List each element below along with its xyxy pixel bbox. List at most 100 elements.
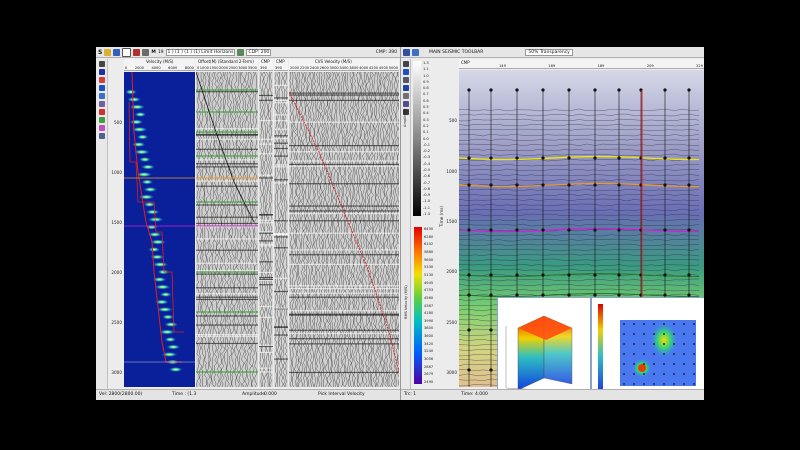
velocity-pick-node[interactable] <box>467 273 471 277</box>
velocity-pick-node[interactable] <box>489 88 493 92</box>
velocity-pick-node[interactable] <box>515 228 519 232</box>
velocity-pick-node[interactable] <box>687 183 691 187</box>
velocity-pick-node[interactable] <box>489 183 493 187</box>
velocity-pick-node[interactable] <box>515 156 519 160</box>
ruler-icon[interactable] <box>402 101 409 107</box>
velocity-pick-node[interactable] <box>541 156 545 160</box>
velocity-pick-node[interactable] <box>567 183 571 187</box>
velocity-pick-node[interactable] <box>687 228 691 232</box>
toolbar-19[interactable]: 19 <box>157 49 164 55</box>
grid-icon[interactable] <box>403 48 410 56</box>
velocity-pick-node[interactable] <box>567 156 571 160</box>
velocity-pick-node[interactable] <box>593 273 597 277</box>
pan-icon[interactable] <box>98 93 105 99</box>
cmp-field[interactable]: CMP: 390 <box>375 49 397 55</box>
transparency-select[interactable]: 50% Transparency <box>525 48 573 56</box>
velocity-pick-node[interactable] <box>617 156 621 160</box>
pan-icon[interactable] <box>402 77 409 83</box>
zoom-in-icon[interactable] <box>98 77 105 83</box>
layers-icon[interactable] <box>98 133 105 139</box>
grid-icon[interactable] <box>142 48 150 56</box>
semblance-plot[interactable] <box>124 72 195 387</box>
velocity-pick-node[interactable] <box>593 183 597 187</box>
velocity-pick-node[interactable] <box>541 183 545 187</box>
velocity-pick-node[interactable] <box>489 368 493 372</box>
cmp-strip-1[interactable] <box>259 72 273 387</box>
velocity-pick-node[interactable] <box>515 88 519 92</box>
settings-icon[interactable] <box>237 48 245 56</box>
velocity-pick-node[interactable] <box>593 156 597 160</box>
toolbar-m[interactable]: M <box>151 49 156 55</box>
velocity-pick-node[interactable] <box>567 293 571 297</box>
save-icon[interactable] <box>104 48 112 56</box>
info-icon[interactable] <box>402 109 409 115</box>
cvs-panel[interactable] <box>289 72 399 387</box>
velocity-pick-node[interactable] <box>541 228 545 232</box>
cmp-gather[interactable] <box>196 72 258 387</box>
trace-wiggle <box>364 72 368 387</box>
velocity-pick-node[interactable] <box>687 88 691 92</box>
velocity-pick-node[interactable] <box>617 228 621 232</box>
velocity-pick-node[interactable] <box>593 293 597 297</box>
pointer-icon[interactable] <box>98 61 105 67</box>
velocity-pick-node[interactable] <box>467 88 471 92</box>
velocity-pick-node[interactable] <box>663 293 667 297</box>
measure-icon[interactable] <box>402 93 409 99</box>
velocity-pick-node[interactable] <box>567 228 571 232</box>
velocity-pick-node[interactable] <box>541 293 545 297</box>
cdp-field[interactable]: CDP: 200 <box>246 48 272 56</box>
velocity-map-inset[interactable] <box>591 297 704 399</box>
velocity-pick-node[interactable] <box>541 273 545 277</box>
velocity-pick-node[interactable] <box>567 273 571 277</box>
velocity-pick-node[interactable] <box>567 88 571 92</box>
pick-icon[interactable] <box>402 85 409 91</box>
velocity-pick-node[interactable] <box>663 156 667 160</box>
velocity-pick-node[interactable] <box>467 328 471 332</box>
velocity-pick-node[interactable] <box>489 273 493 277</box>
zoom-out-icon[interactable] <box>98 85 105 91</box>
velocity-pick-node[interactable] <box>467 368 471 372</box>
map-grid-point <box>693 363 695 365</box>
velocity-pick-node[interactable] <box>541 88 545 92</box>
velocity-pick-node[interactable] <box>489 293 493 297</box>
velocity-pick-node[interactable] <box>687 273 691 277</box>
velocity-pick-node[interactable] <box>617 273 621 277</box>
velocity-pick-node[interactable] <box>687 293 691 297</box>
pick-icon[interactable] <box>98 101 105 107</box>
cmp-strip-2[interactable] <box>274 72 288 387</box>
velocity-pick-node[interactable] <box>467 293 471 297</box>
vi-icon[interactable] <box>98 69 105 75</box>
save-icon[interactable] <box>412 48 419 56</box>
velocity-pick-node[interactable] <box>515 273 519 277</box>
zoom-icon[interactable] <box>122 47 132 57</box>
velocity-pick-node[interactable] <box>467 183 471 187</box>
zoom-icon[interactable] <box>402 69 409 75</box>
velocity-pick-node[interactable] <box>467 156 471 160</box>
velocity-cube-inset[interactable] <box>497 297 591 399</box>
velocity-pick-node[interactable] <box>663 273 667 277</box>
velocity-pick-node[interactable] <box>515 183 519 187</box>
velocity-pick-node[interactable] <box>515 293 519 297</box>
curve-icon[interactable] <box>98 109 105 115</box>
velocity-pick-node[interactable] <box>593 88 597 92</box>
trace-wiggle <box>386 72 390 387</box>
velocity-pick-node[interactable] <box>467 228 471 232</box>
select-icon[interactable] <box>402 61 409 67</box>
velocity-pick-node[interactable] <box>489 156 493 160</box>
velocity-pick-node[interactable] <box>617 293 621 297</box>
velocity-pick-node[interactable] <box>663 88 667 92</box>
velocity-pick-node[interactable] <box>617 183 621 187</box>
color-icon[interactable] <box>98 125 105 131</box>
velocity-pick-node[interactable] <box>663 228 667 232</box>
velocity-pick-node[interactable] <box>617 88 621 92</box>
velocity-pick-node[interactable] <box>663 183 667 187</box>
horizon-limit-field[interactable]: 1 ) (1 ) (1 ) (1) Limit Horizons <box>165 48 236 56</box>
eraser-icon[interactable] <box>98 117 105 123</box>
open-icon[interactable] <box>113 48 121 56</box>
velocity-pick-node[interactable] <box>489 328 493 332</box>
velocity-pick-node[interactable] <box>489 228 493 232</box>
toolbar-s[interactable]: S <box>98 48 103 56</box>
velocity-pick-node[interactable] <box>593 228 597 232</box>
velocity-pick-node[interactable] <box>687 156 691 160</box>
pick-icon[interactable] <box>133 48 141 56</box>
